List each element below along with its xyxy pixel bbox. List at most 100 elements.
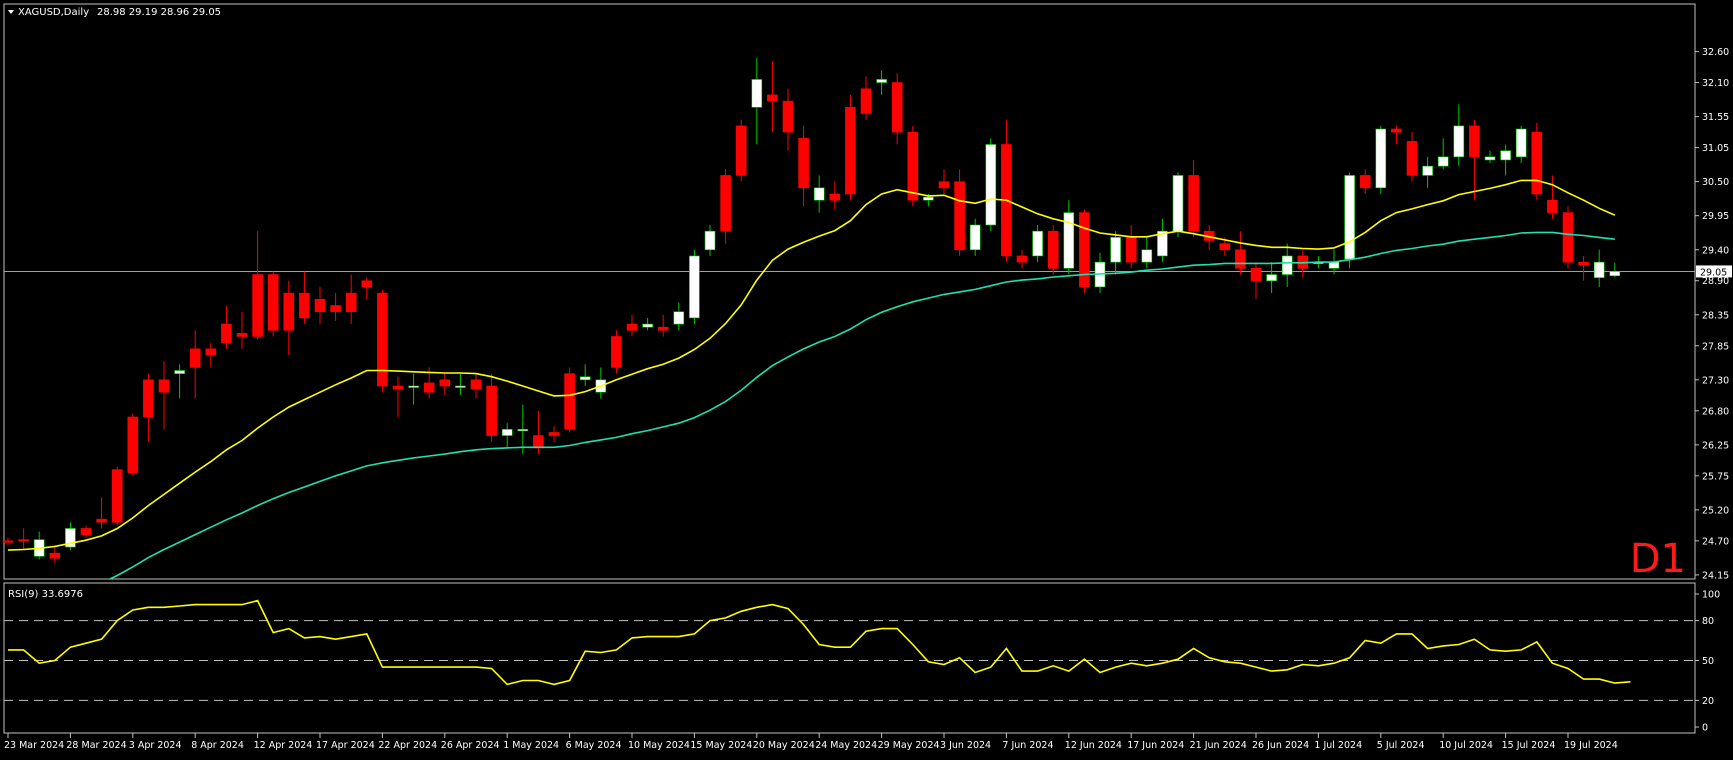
candle-body-bear xyxy=(1016,255,1028,263)
candle xyxy=(673,302,685,331)
date-tick-label: 19 Jul 2024 xyxy=(1564,740,1618,751)
candle-body-bear xyxy=(377,292,388,387)
candle-body-bull xyxy=(501,429,513,436)
price-tick-label: 25.75 xyxy=(1702,471,1729,482)
rsi-tick-label: 0 xyxy=(1702,723,1708,734)
candle-body-bull xyxy=(704,230,716,251)
timeframe-label: D1 xyxy=(1630,536,1686,582)
candle-body-bear xyxy=(189,348,201,368)
rsi-line-group xyxy=(8,599,1631,686)
candle-body-bear xyxy=(143,379,154,418)
candle-body-bull xyxy=(1328,261,1340,269)
candle-body-bull xyxy=(985,144,997,226)
candle xyxy=(657,314,669,337)
candle-body-bull xyxy=(1593,261,1605,278)
date-tick-label: 12 Apr 2024 xyxy=(254,740,313,751)
candle xyxy=(65,522,76,551)
candle xyxy=(314,286,326,325)
candle xyxy=(1469,119,1480,201)
candle xyxy=(252,231,263,340)
candle xyxy=(158,361,170,430)
candle-body-bear xyxy=(1250,268,1262,282)
candle xyxy=(1235,231,1246,275)
candle xyxy=(49,547,61,563)
candle-body-bear xyxy=(236,333,248,337)
candle-body-bear xyxy=(127,416,139,474)
price-axis: 32.60 32.10 31.55 31.05 30.50 29.95 29.40 28.90… xyxy=(1695,47,1729,581)
candle xyxy=(1515,125,1527,164)
candle xyxy=(782,88,794,151)
candle xyxy=(1281,243,1293,287)
price-tick-label: 32.10 xyxy=(1702,78,1729,89)
candle-body-bull xyxy=(1157,230,1168,257)
ma-slow-line xyxy=(108,231,1615,579)
candle-body-bear xyxy=(767,94,778,102)
candle-body-bear xyxy=(1562,212,1574,263)
rsi-tick-label: 100 xyxy=(1702,590,1720,601)
candle xyxy=(1531,122,1543,201)
candle-body-bear xyxy=(423,382,435,393)
candle-body-bear xyxy=(111,469,123,523)
date-tick-label: 3 Jun 2024 xyxy=(940,740,991,751)
candle xyxy=(891,73,903,145)
chart-menu-triangle-icon[interactable] xyxy=(8,10,14,14)
candle xyxy=(236,311,248,349)
candle-body-bull xyxy=(65,528,76,548)
candle xyxy=(2,537,14,546)
price-tick-label: 24.15 xyxy=(1702,570,1729,581)
candle-body-bear xyxy=(1547,199,1558,213)
candle xyxy=(377,290,388,393)
candle-body-bear xyxy=(80,528,92,535)
current-price-line-group: 29.05 xyxy=(4,265,1732,278)
candle-body-bear xyxy=(1219,243,1231,251)
candle xyxy=(938,169,950,195)
candle xyxy=(1375,125,1387,195)
candle xyxy=(174,364,185,399)
candle-body-bull xyxy=(517,429,529,432)
candle-body-bear xyxy=(720,175,731,232)
candle-body-bear xyxy=(735,125,747,176)
candle xyxy=(1047,224,1059,275)
candle-body-bull xyxy=(1266,274,1277,282)
candle xyxy=(143,373,154,442)
candle xyxy=(127,413,139,476)
candle-body-bull xyxy=(751,79,763,108)
candle xyxy=(845,94,856,201)
candle-body-bull xyxy=(1141,249,1153,263)
rsi-axis: 100 80 50 20 0 xyxy=(1695,590,1720,734)
candle xyxy=(205,342,217,368)
price-tick-label: 29.95 xyxy=(1702,211,1729,222)
rsi-panel-frame xyxy=(3,582,1696,734)
candle-body-bull xyxy=(408,385,419,388)
candle-body-bear xyxy=(657,326,669,331)
candle-body-bull xyxy=(455,385,466,388)
price-tick-label: 27.85 xyxy=(1702,341,1729,352)
candle-body-bear xyxy=(1235,249,1246,269)
candle-body-bear xyxy=(1406,141,1418,176)
candle xyxy=(1609,262,1621,278)
price-tick-label: 27.30 xyxy=(1702,375,1729,386)
candle xyxy=(408,373,419,405)
candle-body-bull xyxy=(1063,212,1075,269)
candle xyxy=(1422,156,1433,188)
candle xyxy=(689,249,700,325)
candle-body-bear xyxy=(782,100,794,133)
candle-body-bull xyxy=(1172,175,1184,232)
date-tick-label: 12 Jun 2024 xyxy=(1065,740,1122,751)
candle xyxy=(1032,224,1043,263)
candle xyxy=(1172,172,1184,238)
candle-body-bear xyxy=(439,379,451,387)
candle xyxy=(1593,249,1605,287)
candle xyxy=(1079,209,1090,294)
candle-body-bear xyxy=(1359,175,1371,189)
candle xyxy=(1188,159,1199,238)
candle xyxy=(486,373,497,442)
candle-body-bear xyxy=(1047,230,1059,269)
date-tick-label: 24 May 2024 xyxy=(815,740,877,751)
candle-body-bear xyxy=(361,280,373,288)
candle xyxy=(720,169,731,244)
price-tick-label: 26.80 xyxy=(1702,406,1729,417)
price-tick-label: 28.90 xyxy=(1702,276,1729,287)
candle-body-bear xyxy=(1578,261,1589,266)
date-tick-label: 15 May 2024 xyxy=(690,740,752,751)
